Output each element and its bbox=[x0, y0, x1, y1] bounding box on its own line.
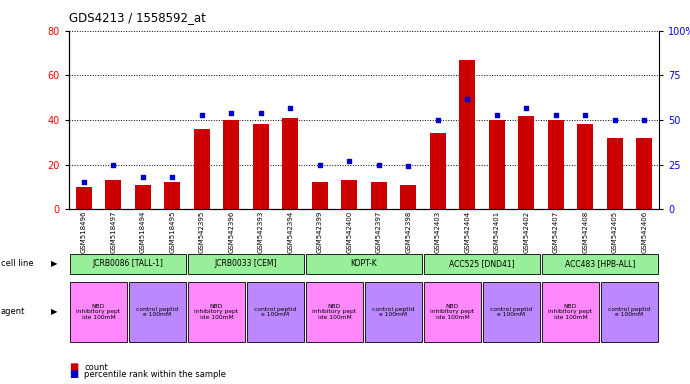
Point bbox=[344, 158, 355, 164]
FancyBboxPatch shape bbox=[70, 282, 127, 342]
Bar bbox=[400, 185, 416, 209]
FancyBboxPatch shape bbox=[188, 254, 304, 274]
Bar bbox=[548, 120, 564, 209]
Point bbox=[609, 117, 620, 123]
FancyBboxPatch shape bbox=[306, 282, 363, 342]
Bar bbox=[459, 60, 475, 209]
Point bbox=[462, 96, 473, 102]
Bar bbox=[76, 187, 92, 209]
Bar bbox=[518, 116, 534, 209]
FancyBboxPatch shape bbox=[601, 282, 658, 342]
Text: NBD
inhibitory pept
ide 100mM: NBD inhibitory pept ide 100mM bbox=[549, 304, 593, 320]
Text: NBD
inhibitory pept
ide 100mM: NBD inhibitory pept ide 100mM bbox=[313, 304, 357, 320]
Bar bbox=[105, 180, 121, 209]
FancyBboxPatch shape bbox=[542, 282, 599, 342]
Point bbox=[196, 112, 207, 118]
Text: JCRB0086 [TALL-1]: JCRB0086 [TALL-1] bbox=[92, 260, 164, 268]
Text: control peptid
e 100mM: control peptid e 100mM bbox=[137, 306, 179, 318]
Point bbox=[491, 112, 502, 118]
FancyBboxPatch shape bbox=[70, 254, 186, 274]
Bar bbox=[253, 124, 269, 209]
FancyBboxPatch shape bbox=[306, 254, 422, 274]
Text: NBD
inhibitory pept
ide 100mM: NBD inhibitory pept ide 100mM bbox=[431, 304, 475, 320]
Text: ACC483 [HPB-ALL]: ACC483 [HPB-ALL] bbox=[565, 260, 635, 268]
Text: percentile rank within the sample: percentile rank within the sample bbox=[84, 370, 226, 379]
Text: KOPT-K: KOPT-K bbox=[351, 260, 377, 268]
Point bbox=[403, 163, 414, 169]
Text: control peptid
e 100mM: control peptid e 100mM bbox=[373, 306, 415, 318]
Point bbox=[108, 162, 119, 168]
Point bbox=[78, 179, 89, 185]
Bar bbox=[282, 118, 298, 209]
Text: JCRB0033 [CEM]: JCRB0033 [CEM] bbox=[215, 260, 277, 268]
Text: NBD
inhibitory pept
ide 100mM: NBD inhibitory pept ide 100mM bbox=[77, 304, 121, 320]
Point bbox=[550, 112, 561, 118]
Point bbox=[639, 117, 650, 123]
Text: ■: ■ bbox=[69, 362, 78, 372]
FancyBboxPatch shape bbox=[129, 282, 186, 342]
Point bbox=[432, 117, 443, 123]
Point bbox=[314, 162, 325, 168]
Point bbox=[373, 162, 384, 168]
Bar bbox=[577, 124, 593, 209]
FancyBboxPatch shape bbox=[424, 254, 540, 274]
Bar bbox=[636, 138, 652, 209]
Point bbox=[285, 104, 296, 111]
FancyBboxPatch shape bbox=[483, 282, 540, 342]
Point bbox=[521, 104, 532, 111]
Text: ACC525 [DND41]: ACC525 [DND41] bbox=[449, 260, 515, 268]
Text: control peptid
e 100mM: control peptid e 100mM bbox=[491, 306, 533, 318]
Bar bbox=[430, 133, 446, 209]
Text: ■: ■ bbox=[69, 369, 78, 379]
Bar bbox=[223, 120, 239, 209]
Point bbox=[167, 174, 178, 180]
FancyBboxPatch shape bbox=[188, 282, 245, 342]
Text: GDS4213 / 1558592_at: GDS4213 / 1558592_at bbox=[69, 12, 206, 25]
Bar bbox=[164, 182, 180, 209]
Bar bbox=[607, 138, 623, 209]
Bar bbox=[135, 185, 151, 209]
FancyBboxPatch shape bbox=[247, 282, 304, 342]
FancyBboxPatch shape bbox=[542, 254, 658, 274]
Text: control peptid
e 100mM: control peptid e 100mM bbox=[255, 306, 297, 318]
Text: agent: agent bbox=[1, 308, 25, 316]
Point bbox=[580, 112, 591, 118]
Bar bbox=[489, 120, 505, 209]
FancyBboxPatch shape bbox=[424, 282, 481, 342]
Text: count: count bbox=[84, 363, 108, 372]
Text: control peptid
e 100mM: control peptid e 100mM bbox=[609, 306, 651, 318]
Bar bbox=[312, 182, 328, 209]
Bar bbox=[371, 182, 387, 209]
Point bbox=[137, 174, 148, 180]
Text: NBD
inhibitory pept
ide 100mM: NBD inhibitory pept ide 100mM bbox=[195, 304, 239, 320]
Bar bbox=[194, 129, 210, 209]
Text: ▶: ▶ bbox=[51, 260, 57, 268]
FancyBboxPatch shape bbox=[365, 282, 422, 342]
Text: ▶: ▶ bbox=[51, 308, 57, 316]
Point bbox=[226, 110, 237, 116]
Point bbox=[255, 110, 266, 116]
Text: cell line: cell line bbox=[1, 260, 33, 268]
Bar bbox=[341, 180, 357, 209]
